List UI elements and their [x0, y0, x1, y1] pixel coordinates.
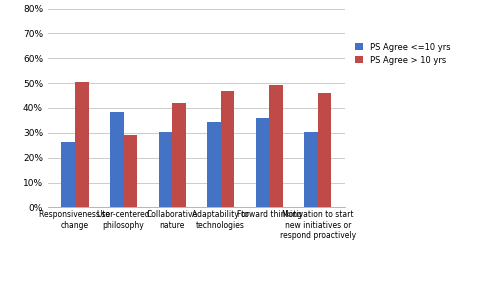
Bar — [124, 135, 137, 207]
Bar — [318, 93, 331, 207]
Bar — [304, 132, 318, 207]
Bar — [256, 118, 269, 207]
Bar — [221, 91, 234, 207]
Bar — [269, 86, 283, 207]
Legend: PS Agree <=10 yrs, PS Agree > 10 yrs: PS Agree <=10 yrs, PS Agree > 10 yrs — [355, 43, 451, 65]
Bar — [172, 103, 186, 207]
Bar — [110, 112, 124, 207]
Bar — [75, 82, 89, 207]
Bar — [159, 132, 172, 207]
Bar — [207, 122, 221, 207]
Bar — [61, 141, 75, 207]
